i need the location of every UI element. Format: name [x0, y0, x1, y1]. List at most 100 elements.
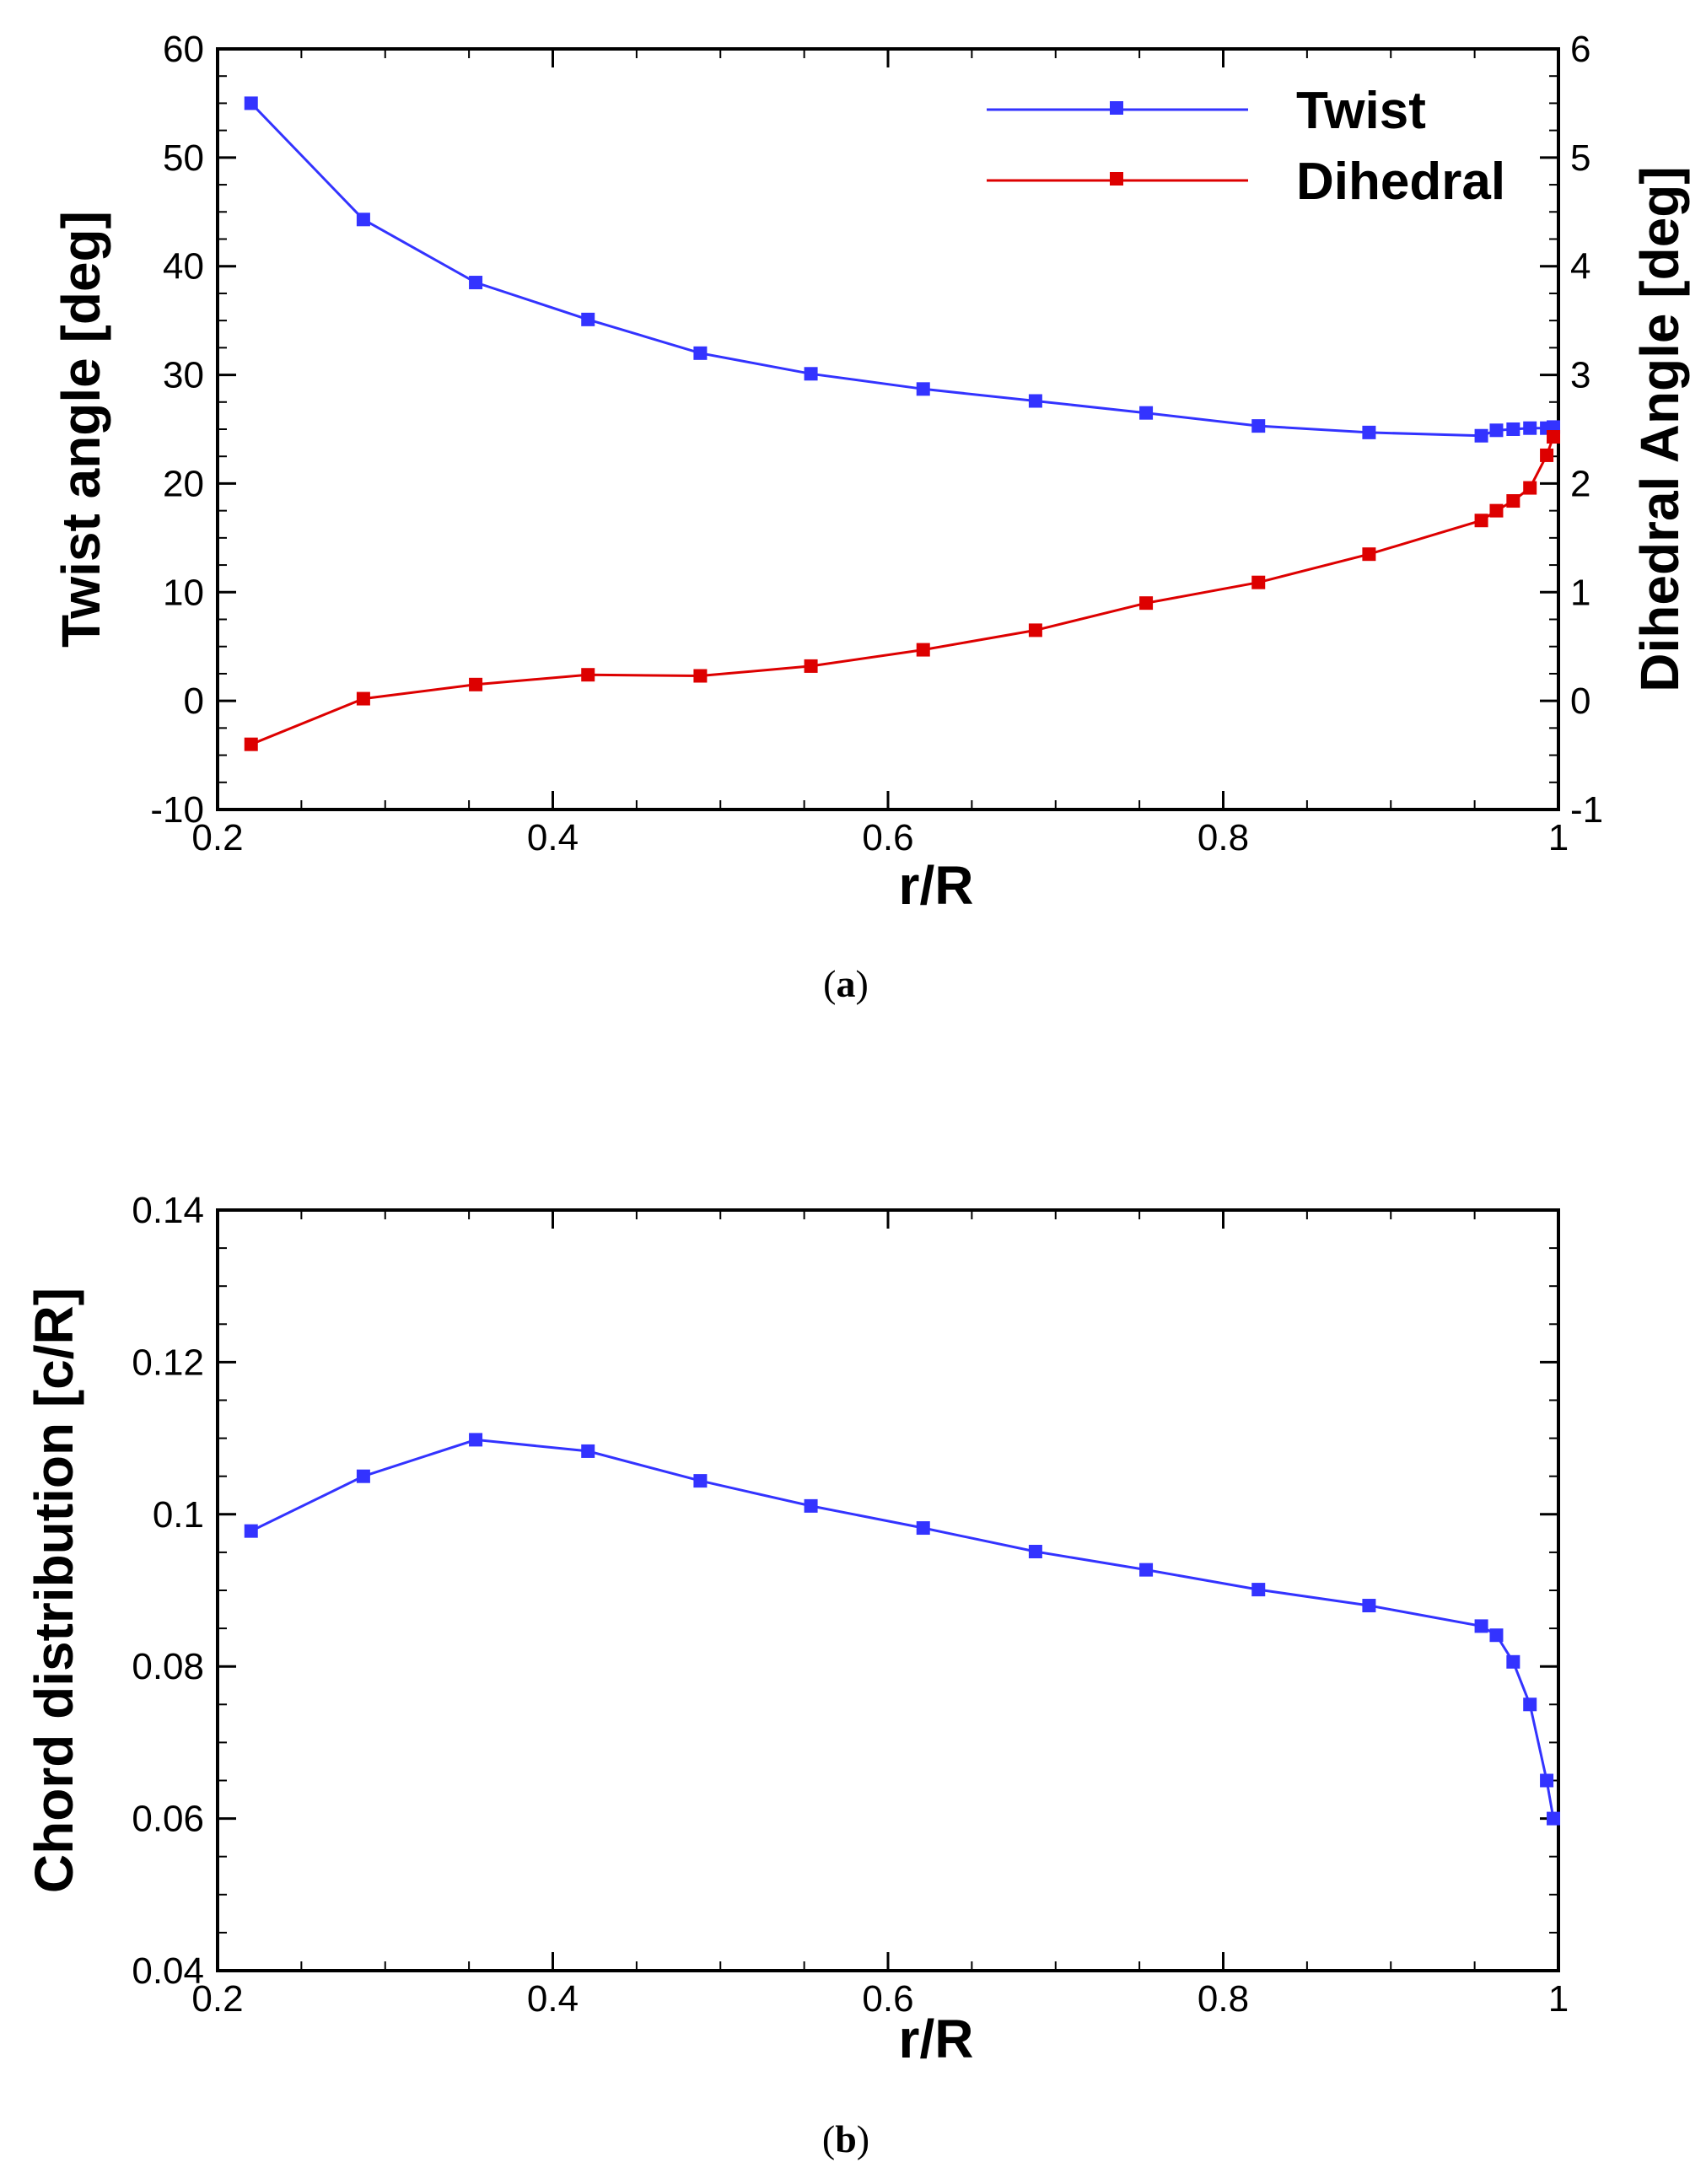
data-point-chord [693, 1474, 708, 1488]
x-tick-label: 0.8 [1198, 1978, 1249, 2020]
data-point-chord [1474, 1619, 1488, 1633]
chart-chord: 0.2 0.4 0.6 0.8 1 0.04 0.06 0.08 0.1 0.12 0.14 r/R… [24, 1190, 1569, 2160]
tick-marks-b [216, 1208, 1560, 1972]
x-axis-label-a: r/R [899, 855, 974, 916]
data-point-dihedral [1028, 623, 1042, 637]
y-tick-label: 50 [163, 137, 204, 179]
data-point-twist [1362, 425, 1376, 439]
data-point-chord [1489, 1628, 1504, 1643]
data-point-chord [1540, 1773, 1554, 1788]
data-point-dihedral [1251, 575, 1266, 589]
data-point-twist [356, 212, 370, 227]
y-tick-label: 0.08 [132, 1646, 204, 1687]
legend-label-dihedral: Dihedral [1296, 153, 1505, 211]
y-tick-label: 20 [163, 463, 204, 504]
data-point-twist [1489, 423, 1504, 438]
tick-labels-b: 0.2 0.4 0.6 0.8 1 0.04 0.06 0.08 0.1 0.12 0.14 [132, 1190, 1569, 2020]
x-tick-label: 1 [1548, 1978, 1569, 2020]
data-point-chord [244, 1524, 258, 1538]
x-tick-label: 0.4 [527, 817, 579, 858]
y2-tick-label: -1 [1570, 789, 1603, 831]
data-point-chord [356, 1469, 370, 1483]
y2-tick-label: 4 [1570, 246, 1590, 288]
x-axis-label-b: r/R [899, 2009, 974, 2069]
y-tick-label: 0 [184, 680, 204, 722]
data-point-chord [1547, 1811, 1561, 1826]
y2-tick-label: 2 [1570, 463, 1590, 504]
data-point-dihedral [1362, 547, 1376, 562]
data-point-dihedral [1540, 448, 1554, 462]
data-point-twist [804, 367, 818, 381]
data-point-twist [469, 276, 483, 290]
x-tick-label: 0.6 [862, 1978, 913, 2020]
data-point-chord [804, 1498, 818, 1513]
x-tick-label: 0.8 [1198, 817, 1249, 858]
series-lines-b [250, 1438, 1555, 1819]
y-tick-label: 0.06 [132, 1799, 204, 1840]
series-line-chord [250, 1438, 1555, 1819]
data-point-chord [581, 1444, 595, 1458]
plot-frame-b [216, 1208, 1560, 1972]
y-tick-label: 0.12 [132, 1342, 204, 1383]
legend-label-twist: Twist [1296, 82, 1426, 140]
data-point-dihedral [356, 691, 370, 706]
data-point-chord [1028, 1544, 1042, 1558]
y-tick-label: 60 [163, 29, 204, 70]
data-point-twist [1028, 394, 1042, 408]
data-point-dihedral [469, 677, 483, 691]
data-point-twist [244, 96, 258, 110]
data-point-twist [1506, 422, 1520, 436]
x-tick-label: 0.2 [191, 817, 243, 858]
legend: Twist Dihedral [987, 82, 1505, 211]
y-tick-label: -10 [150, 789, 204, 831]
y-tick-label: 0.04 [132, 1950, 204, 1992]
data-point-chord [1506, 1654, 1520, 1669]
data-point-dihedral [1139, 596, 1154, 611]
caption-b: (b) [822, 2117, 869, 2160]
data-point-twist [1523, 421, 1537, 435]
legend-marker-twist [1110, 101, 1123, 115]
data-point-chord [916, 1521, 930, 1536]
y-tick-label: 40 [163, 246, 204, 288]
data-point-twist [916, 382, 930, 396]
legend-marker-dihedral [1110, 172, 1123, 186]
y2-tick-label: 0 [1570, 680, 1590, 722]
data-point-chord [1139, 1563, 1154, 1577]
series-line-dihedral [250, 436, 1555, 746]
data-point-dihedral [693, 669, 708, 683]
data-point-dihedral [1547, 430, 1561, 444]
data-point-twist [1251, 419, 1266, 433]
series-markers-a [244, 96, 1561, 751]
x-tick-label: 0.2 [191, 1978, 243, 2020]
x-tick-label: 0.6 [862, 817, 913, 858]
tick-marks-a [216, 47, 1560, 811]
y-tick-label: 0.1 [153, 1494, 204, 1536]
data-point-dihedral [1506, 494, 1520, 508]
caption-a: (a) [823, 962, 869, 1005]
data-point-twist [1139, 406, 1154, 420]
data-point-dihedral [581, 668, 595, 682]
data-point-dihedral [916, 643, 930, 657]
data-point-dihedral [1489, 503, 1504, 518]
series-markers-b [244, 1433, 1561, 1826]
data-point-twist [1474, 428, 1488, 443]
y-tick-label: 10 [163, 572, 204, 613]
y2-tick-label: 1 [1570, 572, 1590, 613]
data-point-chord [1251, 1583, 1266, 1597]
data-point-chord [1523, 1697, 1537, 1712]
y2-tick-label: 6 [1570, 29, 1590, 70]
y2-tick-label: 3 [1570, 355, 1590, 396]
y2-axis-label-a: Dihedral Angle [deg] [1629, 166, 1690, 691]
data-point-twist [581, 312, 595, 326]
data-point-dihedral [244, 737, 258, 751]
y-tick-label: 30 [163, 355, 204, 396]
data-point-dihedral [1523, 481, 1537, 495]
data-point-chord [1362, 1599, 1376, 1613]
data-point-dihedral [1474, 514, 1488, 528]
y-axis-label-a: Twist angle [deg] [51, 211, 111, 648]
y-tick-label: 0.14 [132, 1190, 204, 1231]
y-axis-label-b: Chord distribution [c/R] [24, 1288, 84, 1893]
